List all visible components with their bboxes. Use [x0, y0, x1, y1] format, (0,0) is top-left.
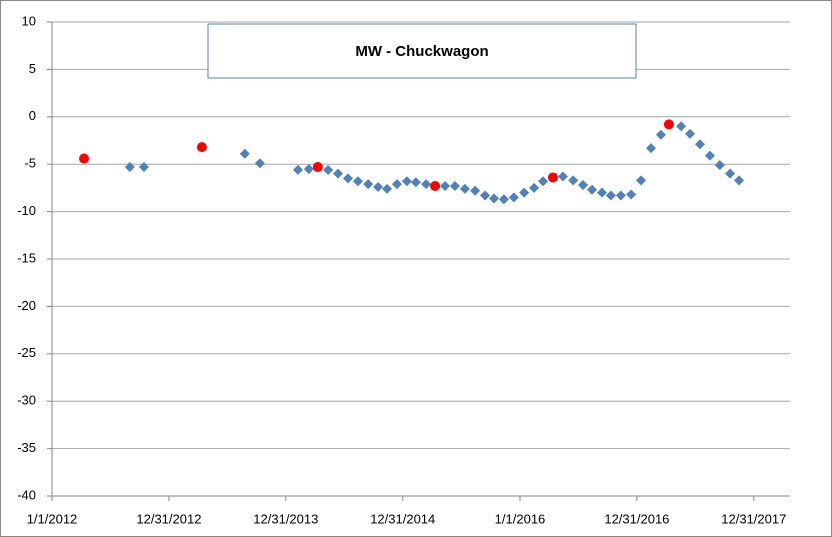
x-tick-label: 1/1/2016	[495, 511, 546, 526]
x-tick-label: 12/31/2016	[604, 511, 669, 526]
page: MW - Chuckwagon -40 -35 -30 -25 -20 -15 -10 -5 0…	[0, 0, 832, 537]
y-tick-label: -15	[17, 250, 36, 265]
x-tick-label: 12/31/2013	[253, 511, 318, 526]
x-tick-label: 1/1/2012	[27, 511, 78, 526]
y-tick-label: -5	[24, 156, 36, 171]
y-tick-label: -20	[17, 298, 36, 313]
y-tick-label: 5	[29, 61, 36, 76]
chart: MW - Chuckwagon -40 -35 -30 -25 -20 -15 -10 -5 0…	[0, 0, 832, 537]
point	[548, 172, 558, 182]
chart-title: MW - Chuckwagon	[355, 43, 488, 60]
chart-border	[1, 1, 832, 537]
x-tick-label: 12/31/2012	[136, 511, 201, 526]
y-tick-label: -40	[17, 487, 36, 502]
x-tick-label: 12/31/2017	[721, 511, 786, 526]
y-tick-label: -25	[17, 345, 36, 360]
y-tick-label: -35	[17, 440, 36, 455]
y-tick-label: 10	[22, 13, 36, 28]
point	[313, 162, 323, 172]
x-tick-label: 12/31/2014	[370, 511, 435, 526]
point	[197, 142, 207, 152]
y-tick-label: -10	[17, 203, 36, 218]
point	[430, 181, 440, 191]
point	[79, 154, 89, 164]
y-tick-label: -30	[17, 393, 36, 408]
y-tick-label: 0	[29, 108, 36, 123]
point	[664, 119, 674, 129]
